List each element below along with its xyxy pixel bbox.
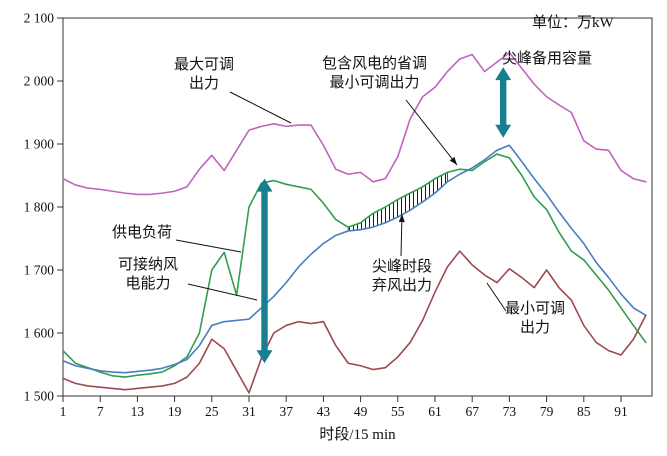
y-tick-label: 1 900 [24, 137, 55, 152]
x-tick-label: 79 [540, 404, 554, 419]
annotation-text-line: 供电负荷 [112, 225, 173, 241]
annotation-max-adjustable-output: 最大可调 出力 [158, 56, 250, 94]
x-tick-label: 31 [242, 404, 256, 419]
annotation-text-line: 电能力 [125, 276, 171, 293]
double-arrow-peak-reserve-range [495, 67, 512, 138]
y-tick-label: 2 000 [24, 74, 55, 89]
annotation-provincial-min-with-wind: 包含风电的省调 最小可调出力 [292, 55, 457, 93]
annotation-text-line: 最大可调 [173, 57, 234, 73]
annotation-text-line: 包含风电的省调 [321, 56, 427, 72]
annotation-min-adjustable-output: 最小可调 出力 [496, 300, 574, 338]
x-tick-label: 7 [97, 404, 104, 419]
x-tick-label: 49 [354, 404, 368, 419]
y-tick-label: 1 500 [24, 389, 55, 404]
annotation-text-line: 尖峰备用容量 [502, 51, 593, 67]
annotation-text-line: 出力 [188, 76, 219, 93]
series-min-adjustable-output [62, 250, 647, 394]
leader-line [486, 282, 507, 312]
annotation-text-line: 出力 [519, 320, 550, 337]
x-tick-label: 43 [317, 404, 331, 419]
y-tick-label: 1 700 [24, 263, 55, 278]
y-tick-label: 2 100 [24, 11, 55, 26]
y-tick-label: 1 600 [24, 326, 55, 341]
x-tick-label: 1 [60, 404, 67, 419]
annotation-peak-reserve-capacity: 尖峰备用容量 [502, 50, 592, 69]
leader-line [405, 99, 458, 166]
leader-arrowhead [449, 156, 457, 165]
x-tick-label: 37 [279, 404, 293, 419]
x-tick-label: 19 [168, 404, 182, 419]
x-tick-label: 13 [131, 404, 145, 419]
annotation-wind-acceptance-capacity: 可接纳风 电能力 [106, 256, 190, 294]
x-tick-label: 55 [391, 404, 405, 419]
x-tick-label: 85 [577, 404, 591, 419]
annotation-text-line: 弃风出力 [371, 278, 432, 295]
x-tick-label: 25 [205, 404, 219, 419]
plot-frame [62, 17, 653, 397]
leader-line [175, 239, 242, 253]
x-tick-label: 67 [465, 404, 479, 419]
series-supply-load [62, 153, 647, 378]
annotation-supply-load: 供电负荷 [112, 224, 172, 243]
annotation-text-line: 最小可调 [504, 301, 565, 317]
annotation-text-line: 可接纳风 [117, 257, 178, 273]
series-provincial-min-adjustable-with-wind [62, 144, 647, 374]
leader-line [187, 283, 258, 301]
double-arrow-wind-capacity-range [256, 178, 273, 364]
x-tick-label: 91 [614, 404, 628, 419]
x-tick-label: 61 [428, 404, 442, 419]
series-max-adjustable-output [62, 51, 647, 196]
annotation-peak-curtailed-wind: 尖峰时段 弃风出力 [354, 258, 450, 296]
leader-line [229, 91, 292, 124]
unit-label: 单位：万kW [532, 15, 614, 31]
y-tick-label: 1 800 [24, 200, 55, 215]
leader-arrowhead [398, 214, 405, 223]
annotation-text-line: 最小可调出力 [329, 75, 420, 92]
x-axis-label: 时段/15 min [319, 427, 396, 443]
x-tick-label: 73 [503, 404, 517, 419]
annotation-text-line: 尖峰时段 [371, 259, 432, 275]
